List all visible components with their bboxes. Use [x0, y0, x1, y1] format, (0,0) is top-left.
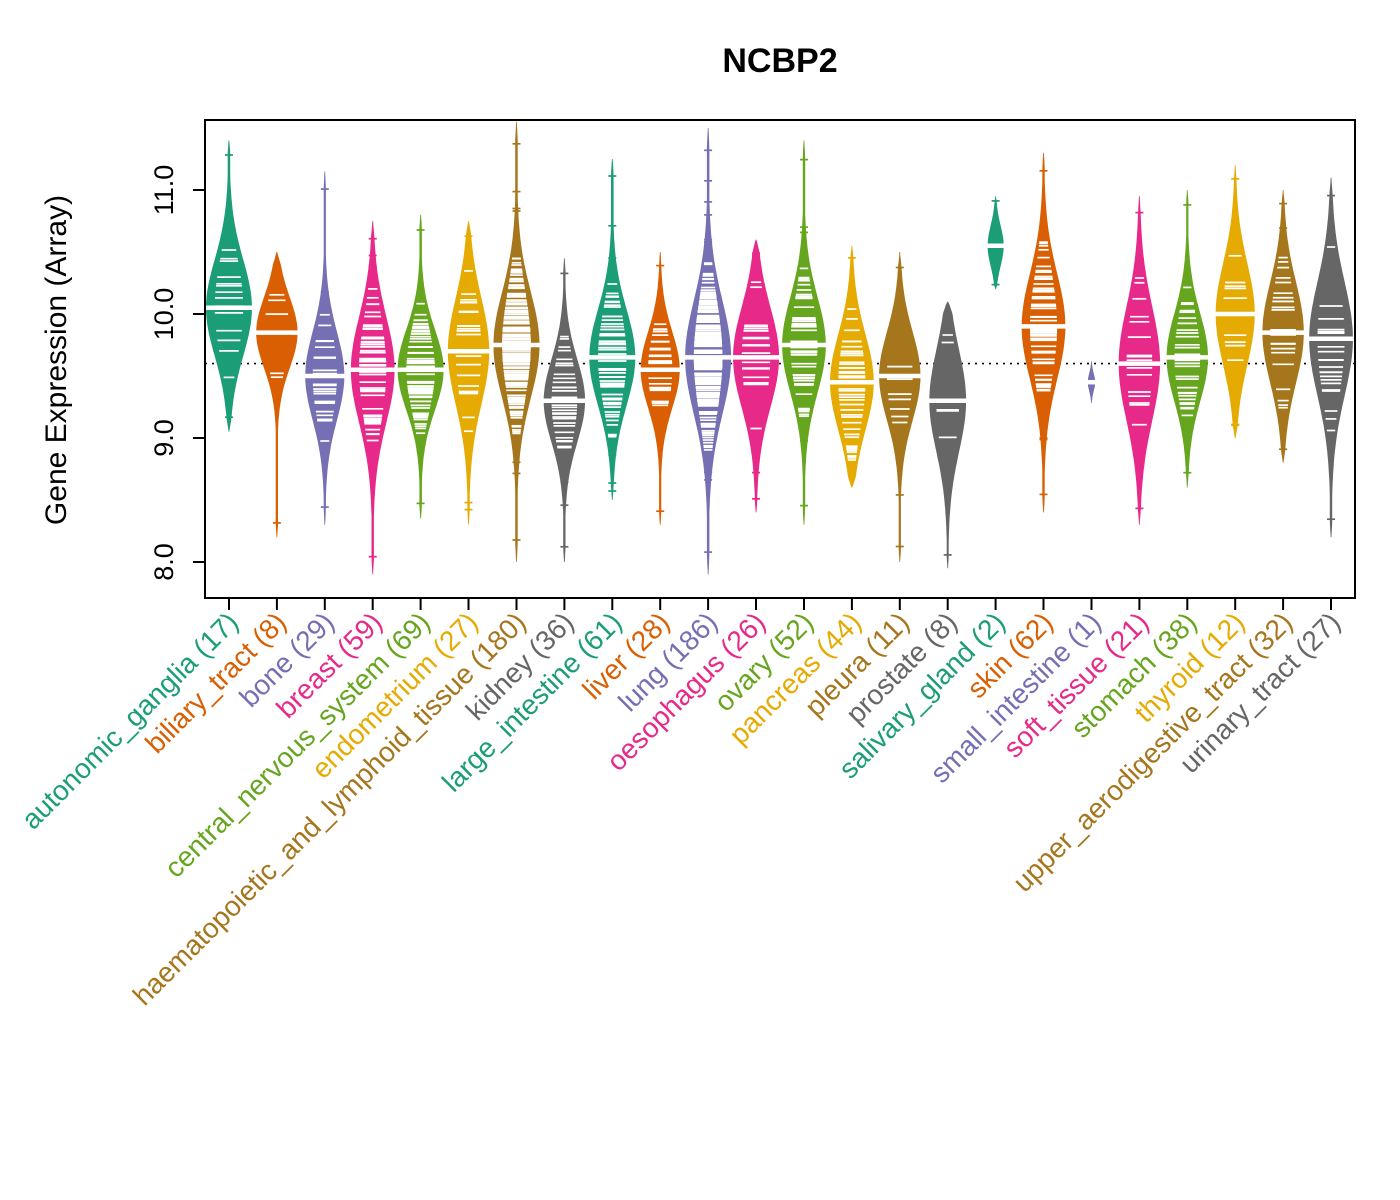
- violin-pancreas: [829, 245, 875, 488]
- violins-layer: [204, 121, 1354, 575]
- y-tick-label-11.0: 11.0: [149, 165, 179, 216]
- plot-border: [204, 119, 1356, 599]
- y-tick-label-10.0: 10.0: [149, 288, 179, 341]
- violin-bone: [304, 171, 346, 525]
- violin-shape: [830, 245, 874, 488]
- violin-shape: [782, 140, 826, 525]
- violin-large_intestine: [588, 159, 637, 500]
- violin-liver: [639, 252, 681, 525]
- violin-ovary: [781, 140, 827, 525]
- violin-pleura: [878, 252, 922, 562]
- violin-oesophagus: [732, 239, 780, 513]
- violin-shape: [447, 221, 490, 525]
- violin-shape: [929, 301, 967, 569]
- violin-small_intestine: [1084, 361, 1099, 404]
- violin-autonomic_ganglia: [204, 140, 253, 432]
- y-tick-label-9.0: 9.0: [149, 419, 179, 457]
- violin-haematopoietic_and_lymphoid_tissue: [492, 121, 541, 563]
- violin-shape: [879, 252, 921, 562]
- violin-shape: [256, 252, 298, 538]
- violin-central_nervous_system: [396, 214, 445, 519]
- y-tick-label-8.0: 8.0: [149, 543, 179, 581]
- violin-endometrium: [446, 221, 491, 525]
- violin-breast: [349, 221, 396, 575]
- plot-area: autonomic_ganglia (17)biliary_tract (8)b…: [15, 119, 1356, 1011]
- violin-salivary_gland: [986, 196, 1005, 290]
- violin-urinary_tract: [1308, 177, 1354, 538]
- violin-shape: [1215, 165, 1255, 438]
- violin-shape: [1262, 190, 1304, 463]
- violin-shape: [305, 171, 345, 525]
- violin-shape: [1166, 190, 1208, 488]
- violin-skin: [1020, 152, 1067, 513]
- violin-biliary_tract: [255, 252, 299, 538]
- y-axis-label: Gene Expression (Array): [40, 195, 73, 525]
- chart-title: NCBP2: [722, 42, 837, 80]
- violin-soft_tissue: [1117, 196, 1162, 525]
- violin-kidney: [542, 258, 587, 562]
- violin-lung: [684, 128, 733, 575]
- violin-shape: [350, 221, 395, 575]
- violin-thyroid: [1214, 165, 1256, 438]
- violin-stomach: [1165, 190, 1209, 488]
- violin-prostate: [928, 301, 968, 569]
- violin-shape: [1309, 177, 1353, 538]
- violin-upper_aerodigestive_tract: [1261, 190, 1305, 463]
- violin-shape: [733, 239, 779, 513]
- x-tick-label-autonomic_ganglia: autonomic_ganglia (17): [15, 606, 244, 835]
- violin-shape: [987, 196, 1004, 290]
